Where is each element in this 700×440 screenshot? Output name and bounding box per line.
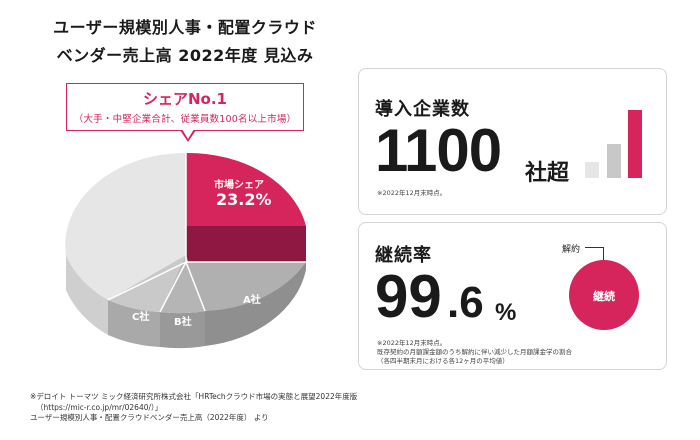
callout-sub-text: （大手・中堅企業合計、従業員数100名以上市場） bbox=[73, 114, 297, 125]
pie-slice-a bbox=[186, 262, 306, 311]
footnote-line-3: ユーザー規模別人事・配置クラウドベンダー売上高（2022年度） より bbox=[30, 413, 269, 422]
pie-slice-other bbox=[65, 152, 186, 300]
source-footnote: ※デロイト トーマツ ミック経済研究所株式会社「HRTechクラウド市場の実態と… bbox=[30, 392, 357, 424]
pie-chart bbox=[65, 152, 306, 349]
retention-number-dec: .6 bbox=[447, 278, 484, 327]
donut-leader-drop bbox=[603, 247, 604, 260]
installations-heading: 導入企業数 bbox=[375, 99, 470, 120]
pie-side-c bbox=[108, 300, 160, 347]
retention-donut bbox=[569, 260, 639, 330]
callout-tail-inner bbox=[182, 129, 194, 139]
installations-note: ※2022年12月末時点。 bbox=[377, 189, 447, 197]
donut-leader-line bbox=[585, 247, 603, 248]
pie-side-a bbox=[205, 235, 306, 346]
retention-card: 継続率 99 .6 % ※2022年12月末時点。 既存契約の月額課金額のうち解… bbox=[358, 222, 667, 370]
pie-slice-share bbox=[186, 152, 306, 226]
slice-label-a: A社 bbox=[243, 295, 261, 306]
growth-bar-2 bbox=[607, 144, 621, 178]
retention-note-3: （各四半期末月における各12ヶ月の平均値） bbox=[377, 357, 509, 365]
growth-bar-1 bbox=[585, 162, 599, 178]
slice-label-c: C社 bbox=[132, 312, 150, 323]
growth-bar-3 bbox=[628, 110, 642, 178]
retention-note-2: 既存契約の月額課金額のうち解約に伴い減少した月額課金学の割合 bbox=[377, 348, 572, 356]
share-slice-value: 23.2% bbox=[216, 190, 272, 209]
share-no1-callout: シェアNo.1 （大手・中堅企業合計、従業員数100名以上市場） bbox=[66, 83, 304, 131]
callout-main-text: シェアNo.1 bbox=[143, 90, 227, 108]
slice-label-b: B社 bbox=[174, 317, 192, 328]
footnote-line-1: ※デロイト トーマツ ミック経済研究所株式会社「HRTechクラウド市場の実態と… bbox=[30, 392, 358, 401]
retention-unit: % bbox=[495, 299, 517, 326]
share-slice-title: 市場シェア bbox=[214, 180, 264, 191]
installations-unit: 社超 bbox=[525, 161, 570, 186]
footnote-line-2: （https://mic-r.co.jp/mr/02640/）」 bbox=[36, 402, 163, 412]
donut-cancel-label: 解約 bbox=[562, 245, 581, 255]
pie-side-b bbox=[160, 311, 205, 349]
installations-number: 1100 bbox=[375, 117, 502, 184]
installations-card: 導入企業数 1100 社超 ※2022年12月末時点。 bbox=[358, 68, 667, 215]
pie-side-share bbox=[186, 226, 306, 263]
retention-number-int: 99 bbox=[375, 263, 442, 330]
title-line-1: ユーザー規模別人事・配置クラウド bbox=[53, 18, 317, 37]
page-title: ユーザー規模別人事・配置クラウド ベンダー売上高 2022年度 見込み bbox=[20, 14, 350, 70]
donut-center-label: 継続 bbox=[593, 290, 615, 303]
retention-heading: 継続率 bbox=[375, 245, 432, 266]
pie-slice-b bbox=[160, 255, 205, 314]
pie-side-other bbox=[66, 255, 108, 335]
retention-note-1: ※2022年12月末時点。 bbox=[377, 339, 447, 347]
title-line-2: ベンダー売上高 2022年度 見込み bbox=[56, 46, 314, 65]
